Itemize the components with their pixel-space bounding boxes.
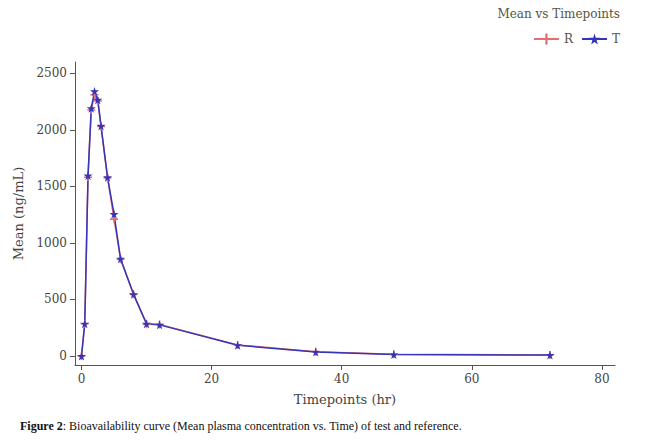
svg-text:1000: 1000 (36, 236, 67, 250)
svg-text:Mean (ng/mL): Mean (ng/mL) (11, 167, 26, 260)
svg-text:40: 40 (334, 372, 349, 386)
svg-text:T: T (612, 32, 620, 46)
svg-text:Timepoints (hr): Timepoints (hr) (294, 392, 396, 407)
svg-text:Mean vs Timepoints: Mean vs Timepoints (497, 7, 620, 21)
svg-text:500: 500 (44, 292, 67, 306)
svg-text:0: 0 (59, 349, 67, 363)
svg-text:80: 80 (594, 372, 609, 386)
svg-text:2500: 2500 (36, 66, 67, 80)
svg-text:R: R (564, 32, 574, 46)
svg-text:20: 20 (204, 372, 219, 386)
svg-text:2000: 2000 (36, 123, 67, 137)
svg-text:Figure 2: Figure 2 (20, 419, 63, 433)
svg-text:60: 60 (464, 372, 479, 386)
svg-text:: Bioavailability curve (Mean: : Bioavailability curve (Mean plasma con… (63, 419, 462, 433)
svg-text:0: 0 (78, 372, 86, 386)
svg-text:1500: 1500 (36, 179, 67, 193)
